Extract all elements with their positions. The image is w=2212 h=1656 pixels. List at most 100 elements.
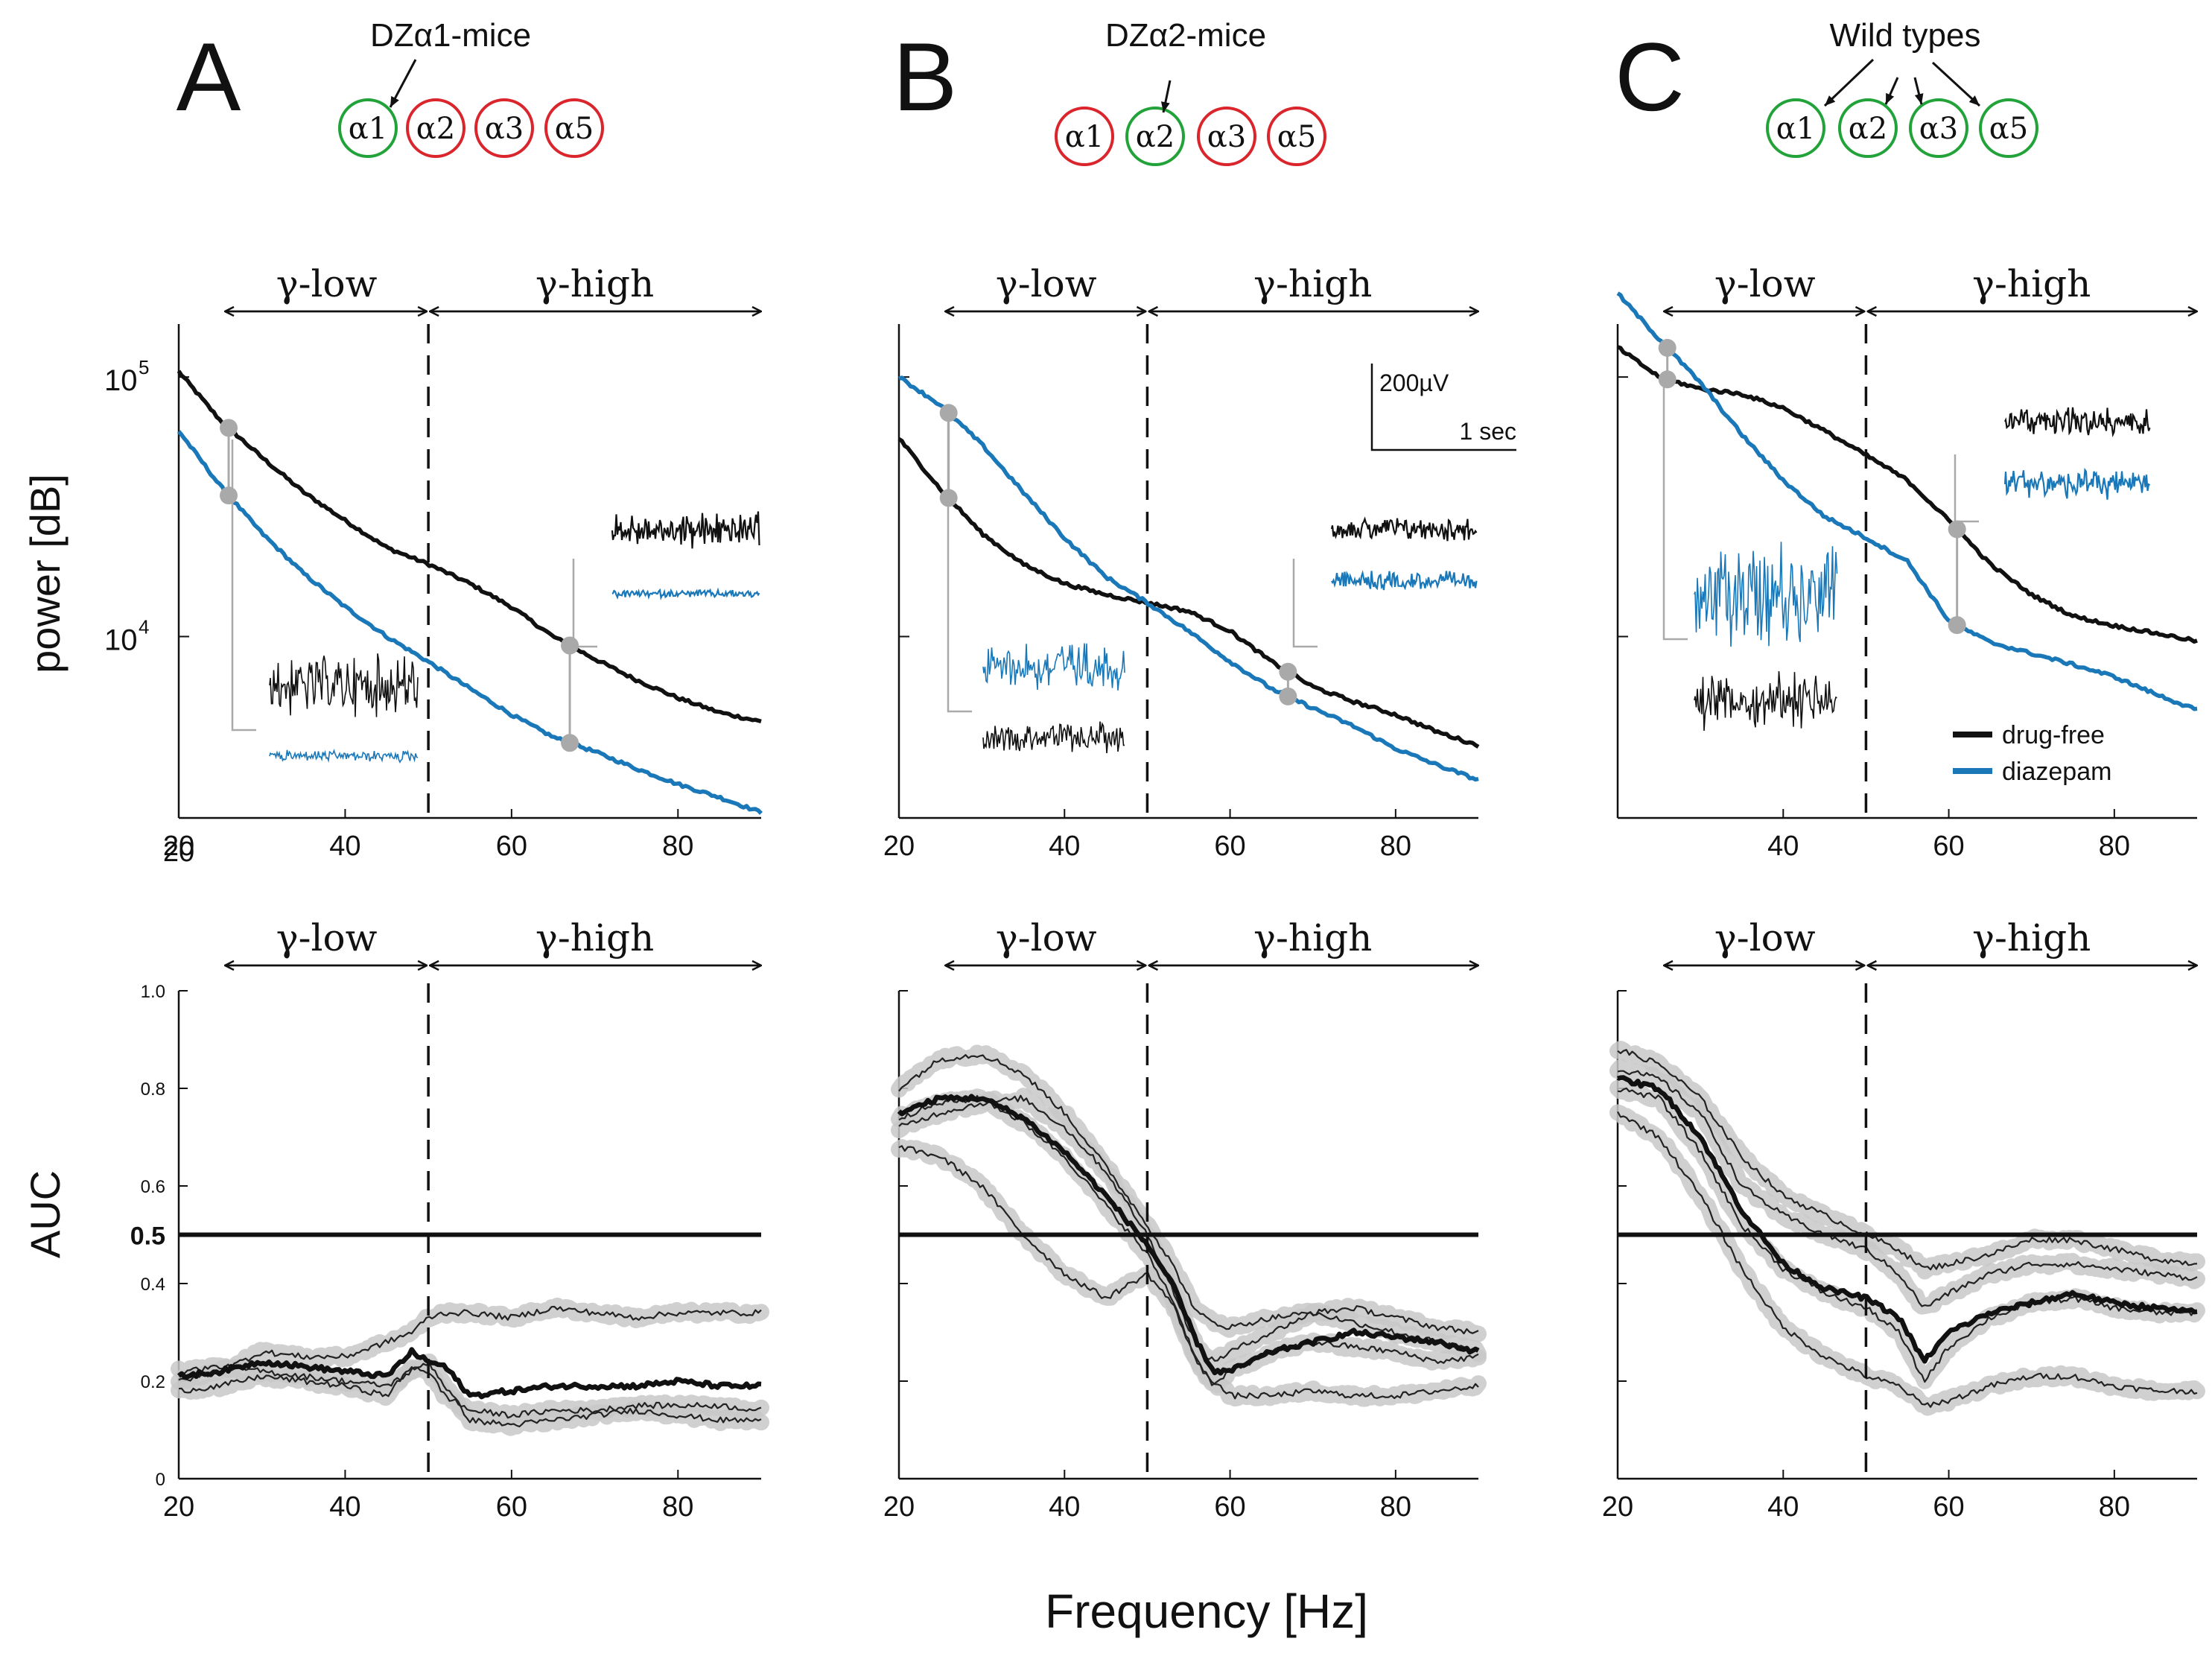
receptor-circle-α2 [406, 98, 465, 158]
receptor-label-α5: α5 [555, 112, 594, 146]
receptor-pointer-arrow [1823, 58, 1875, 107]
gamma-low-label: γ-low [996, 916, 1097, 959]
power-x-tick-label: 60 [496, 831, 527, 862]
auc-mean-line [177, 1347, 762, 1400]
power-y-axis-title: power [dB] [22, 474, 69, 673]
auc-individual-line [898, 1095, 1479, 1386]
auc-y-tick-label: 0.4 [141, 1275, 165, 1295]
gamma-high-label: γ-high [535, 262, 654, 305]
auc-y-axis-title: AUC [22, 1170, 69, 1258]
receptor-pointer-arrow [1884, 77, 1899, 105]
marker-dot [1279, 662, 1297, 681]
panel-letter-A: A [177, 22, 241, 131]
auc-y-tick-label: 0 [156, 1470, 165, 1490]
gamma-low-label: γ-low [996, 262, 1097, 305]
receptor-circle-α2 [1125, 107, 1185, 166]
panel-title-C: Wild types [1830, 17, 1981, 54]
auc-x-tick-label: 60 [1933, 1491, 1964, 1523]
receptor-label-α5: α5 [1989, 112, 2028, 146]
auc-mean-line [1617, 1075, 2198, 1364]
panel-letter-C: C [1615, 22, 1685, 131]
auc-individual-line [898, 1145, 1479, 1400]
receptor-pointer-arrow [1931, 61, 1981, 107]
receptor-circle-α2 [1838, 98, 1898, 158]
example-trace-diazepam [2003, 467, 2151, 500]
power-x-tick-label: 20 [163, 831, 194, 862]
marker-dot [1948, 520, 1966, 539]
trace-bracket [231, 440, 256, 732]
power-y-tick-base: 10 [104, 364, 138, 397]
example-trace-drug_free [1330, 516, 1478, 542]
gamma-high-label: γ-high [1972, 916, 2091, 959]
example-trace-diazepam [611, 587, 760, 600]
receptor-pointer-arrow [1160, 80, 1172, 113]
auc-individual-line [1617, 1070, 2198, 1307]
marker-dot [1948, 616, 1966, 635]
power-series-drug-free [177, 369, 762, 724]
example-trace-drug_free [2004, 407, 2151, 438]
trace-bracket [1662, 380, 1688, 641]
power-series-diazepam [177, 430, 763, 815]
example-trace-drug_free [611, 511, 760, 549]
receptor-pointer-arrow [1913, 77, 1924, 105]
power-x-tick-label: 40 [1767, 831, 1799, 862]
receptor-label-α2: α2 [416, 112, 455, 146]
receptor-pointer-arrow [389, 59, 417, 108]
panel-title-A: DZα1-mice [370, 17, 531, 54]
gamma-low-label: γ-low [276, 916, 378, 959]
receptor-label-α1: α1 [1065, 120, 1104, 154]
gamma-low-label: γ-low [276, 262, 378, 305]
receptor-circle-α5 [544, 98, 604, 158]
panel-title-B: DZα2-mice [1105, 17, 1266, 54]
example-trace-diazepam [269, 749, 419, 764]
example-trace-drug_free [1694, 670, 1837, 732]
marker-dot [220, 486, 238, 505]
auc-x-tick-label: 20 [883, 1491, 915, 1523]
auc-x-tick-label: 60 [496, 1491, 527, 1523]
auc-x-tick-label: 20 [163, 1491, 194, 1523]
example-trace-drug_free [982, 721, 1125, 754]
trace-bracket [572, 559, 597, 648]
receptor-label-α3: α3 [1207, 120, 1246, 154]
legend-label-drug-free: drug-free [2002, 721, 2105, 749]
receptor-label-α3: α3 [1919, 112, 1958, 146]
power-series-drug-free [1617, 345, 2198, 644]
scalebar-amplitude-label: 200µV [1379, 369, 1449, 396]
gamma-high-label: γ-high [1972, 262, 2091, 305]
receptor-circle-α1 [1055, 107, 1114, 166]
marker-dot [561, 734, 579, 752]
power-x-tick-label: 60 [1933, 831, 1964, 862]
auc-y-tick-label: 0.2 [141, 1372, 165, 1392]
example-trace-diazepam [982, 643, 1125, 691]
marker-dot [220, 419, 238, 437]
receptor-label-α1: α1 [1776, 112, 1815, 146]
receptor-label-α2: α2 [1849, 112, 1887, 146]
frequency-x-axis-title: Frequency [Hz] [1045, 1584, 1368, 1638]
power-x-tick-label: 60 [1214, 831, 1245, 862]
power-series-diazepam [898, 375, 1479, 782]
marker-dot [1658, 370, 1677, 389]
marker-dot [561, 636, 579, 655]
auc-individual-line [898, 1054, 1479, 1335]
scalebar-time-label: 1 sec [1460, 418, 1516, 445]
trace-bracket [1954, 454, 1979, 523]
example-trace-drug_free [269, 653, 419, 717]
auc-x-tick-label: 40 [329, 1491, 360, 1523]
example-trace-diazepam [1694, 542, 1838, 647]
receptor-circle-α3 [1909, 98, 1968, 158]
power-y-tick-base: 10 [104, 624, 138, 656]
marker-dot [1279, 687, 1297, 705]
receptor-circle-α1 [338, 98, 398, 158]
receptor-circle-α3 [1197, 107, 1256, 166]
power-x-tick-label: 20 [883, 831, 915, 862]
power-x-tick-label: 40 [329, 831, 360, 862]
receptor-circle-α5 [1979, 98, 2038, 158]
auc-y-tick-label: 0.8 [141, 1079, 165, 1100]
auc-x-tick-label: 40 [1049, 1491, 1080, 1523]
scalebar-lines [1370, 364, 1516, 451]
auc-x-tick-label: 40 [1767, 1491, 1799, 1523]
auc-chance-label: 0.5 [130, 1222, 165, 1251]
power-x-tick-label: 40 [1049, 831, 1080, 862]
auc-x-tick-label: 80 [662, 1491, 693, 1523]
